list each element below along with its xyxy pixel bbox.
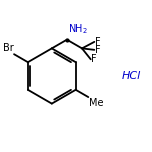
Text: HCl: HCl — [122, 71, 141, 81]
Text: F: F — [95, 37, 100, 47]
Text: Me: Me — [89, 98, 104, 108]
Text: Br: Br — [3, 43, 13, 54]
Text: F: F — [91, 54, 97, 64]
Text: F: F — [95, 45, 100, 55]
Text: NH$_2$: NH$_2$ — [68, 22, 88, 36]
